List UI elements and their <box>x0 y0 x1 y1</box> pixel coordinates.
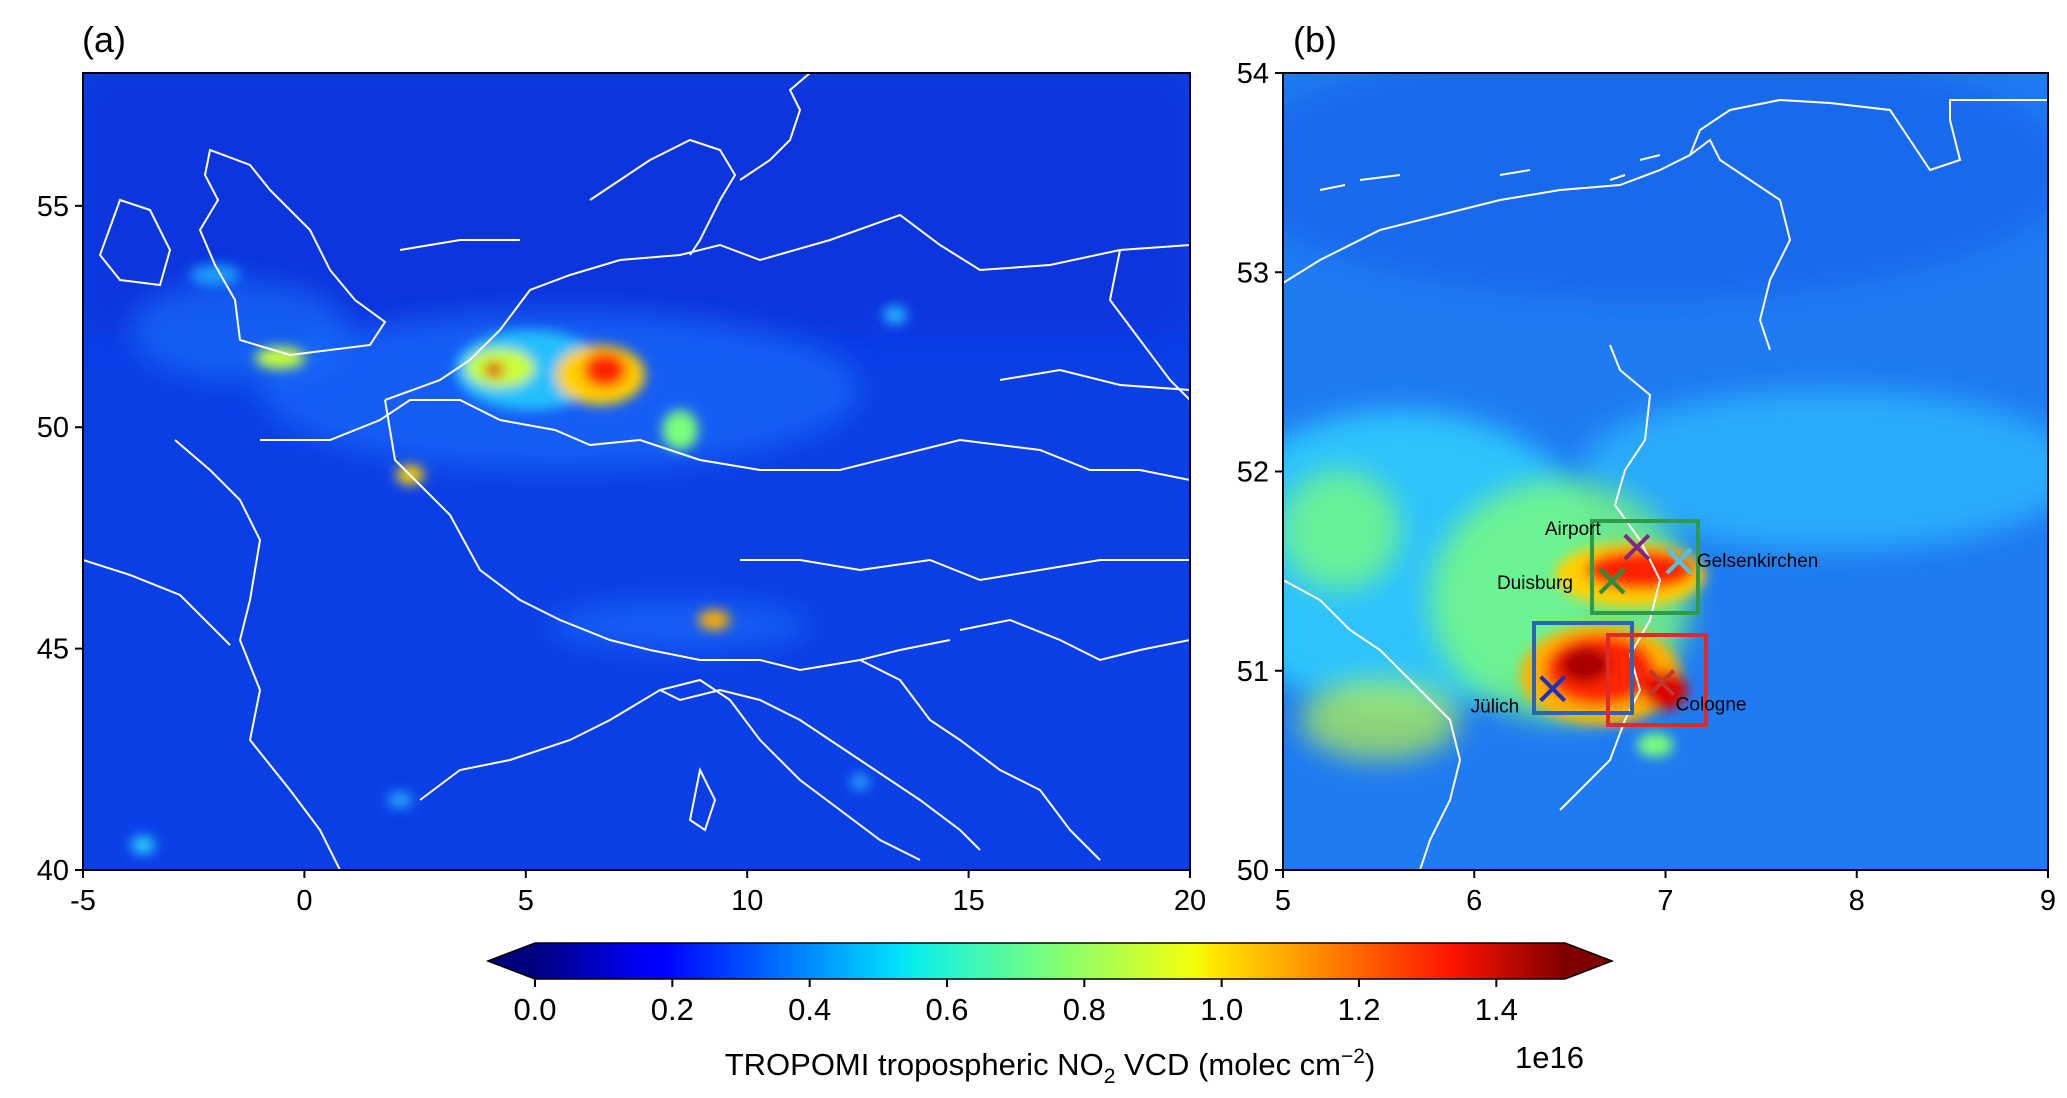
colorbar-tick-label: 0.8 <box>1063 992 1106 1027</box>
box-cologne <box>1606 633 1708 727</box>
panel-b: Airport Duisburg Gelsenkirchen Jülich Cologn… <box>1237 19 2056 917</box>
hotspot-madrid <box>131 836 155 854</box>
hotspot-ruhr-core <box>583 352 627 388</box>
panel-a-map <box>83 73 1190 870</box>
colorbar-tick-label: 1.4 <box>1475 992 1518 1027</box>
colorbar: 0.0 0.2 0.4 0.6 0.8 1.0 1.2 1.4 1e16 TROPOMI tr… <box>485 942 1615 1088</box>
panel-a-xtick-label: 20 <box>1174 885 1206 917</box>
site-marker-duisburg: Duisburg <box>1497 567 1626 595</box>
panel-b-map: Airport Duisburg Gelsenkirchen Jülich Cologn… <box>1283 73 2048 870</box>
panel-b-ytick-label: 51 <box>1237 656 1269 688</box>
panel-a-ytick-label: 55 <box>37 191 69 223</box>
panel-b-xtick-label: 8 <box>1849 885 1865 917</box>
colorbar-max-extension <box>1565 943 1612 979</box>
hotspot-manchester <box>190 265 240 285</box>
panel-b-label: (b) <box>1293 19 1337 60</box>
panel-b-north-shade <box>1283 73 2048 300</box>
box-ruhr <box>1590 519 1700 615</box>
panel-b-east-band <box>1580 390 2048 550</box>
panel-b-ytick-label: 50 <box>1237 855 1269 887</box>
box-julich <box>1532 621 1634 715</box>
site-marker-airport: Airport <box>1545 519 1651 561</box>
site-marker-jülich: Jülich <box>1471 675 1567 718</box>
colorbar-tick-label: 0.4 <box>788 992 831 1027</box>
colorbar-multiplier: 1e16 <box>1515 1040 1584 1075</box>
colorbar-label-superscript: −2 <box>1341 1045 1365 1068</box>
panel-a-hotspots <box>131 265 907 854</box>
site-markers: Airport Duisburg Gelsenkirchen Jülich Cologn… <box>1471 519 1819 717</box>
panel-b-xtick-label: 7 <box>1657 885 1673 917</box>
hotspot-frankfurt <box>662 410 698 450</box>
hotspot-cologne-east <box>1643 670 1687 710</box>
colorbar-tick-label: 0.0 <box>513 992 556 1027</box>
panel-a-po-valley <box>550 600 810 650</box>
panel-a-label: (a) <box>82 19 126 60</box>
colorbar-tick-label: 0.2 <box>651 992 694 1027</box>
colorbar-label: TROPOMI tropospheric NO2 VCD (molec cm−2… <box>725 1045 1376 1088</box>
colorbar-tick-label: 0.6 <box>925 992 968 1027</box>
panel-a-uk-band <box>130 280 350 380</box>
hotspot-barcelona <box>388 793 412 807</box>
site-label-airport: Airport <box>1545 519 1602 540</box>
panel-a-frame <box>82 72 1191 871</box>
panel-b-xtick-label: 5 <box>1275 885 1291 917</box>
panel-a-xtick-label: 0 <box>296 885 312 917</box>
hotspot-berlin <box>883 306 907 324</box>
panel-a-ytick-label: 50 <box>37 412 69 444</box>
site-marker-gelsenkirchen: Gelsenkirchen <box>1665 547 1818 575</box>
panel-b-coastlines <box>1283 98 2048 870</box>
panel-b-xticks: 5 6 7 8 9 <box>1275 870 2056 917</box>
panel-a-xtick-label: 5 <box>518 885 534 917</box>
hotspot-rome <box>851 775 869 789</box>
panel-a-coastlines <box>83 73 1190 870</box>
panel-b-yticks: 50 51 52 53 54 <box>1237 58 1283 887</box>
hotspot-london <box>255 347 305 369</box>
colorbar-tick-label: 1.0 <box>1200 992 1243 1027</box>
hotspot-cologne-core <box>1560 647 1610 683</box>
hotspot-milan <box>698 610 730 630</box>
panel-a-xticks: -5 0 5 10 15 20 <box>70 870 1206 917</box>
panel-b-ytick-label: 53 <box>1237 257 1269 289</box>
panel-a: (a) -5 0 5 10 15 20 40 45 50 55 <box>37 19 1206 917</box>
hotspot-bonn <box>1637 733 1673 757</box>
panel-a-yticks: 40 45 50 55 <box>37 191 83 887</box>
panel-b-xtick-label: 6 <box>1466 885 1482 917</box>
panel-b-southwest-plume <box>1300 680 1460 760</box>
panel-a-xtick-label: -5 <box>70 885 96 917</box>
site-marker-cologne: Cologne <box>1648 669 1747 716</box>
panel-b-west-plume <box>1283 470 1400 590</box>
colorbar-min-extension <box>488 943 535 979</box>
site-label-duisburg: Duisburg <box>1497 573 1573 594</box>
panel-b-xtick-label: 9 <box>2040 885 2056 917</box>
colorbar-tick-label: 1.2 <box>1337 992 1380 1027</box>
colorbar-body <box>535 943 1565 979</box>
panel-b-ytick-label: 54 <box>1237 58 1269 90</box>
panel-a-ytick-label: 40 <box>37 855 69 887</box>
panel-b-ytick-label: 52 <box>1237 457 1269 489</box>
panel-a-ytick-label: 45 <box>37 634 69 666</box>
hotspot-antwerp <box>484 362 504 378</box>
site-label-gelsenkirchen: Gelsenkirchen <box>1697 551 1818 572</box>
panel-a-xtick-label: 10 <box>731 885 763 917</box>
site-label-cologne: Cologne <box>1676 695 1747 716</box>
site-label-jülich: Jülich <box>1471 697 1520 718</box>
colorbar-ticks: 0.0 0.2 0.4 0.6 0.8 1.0 1.2 1.4 <box>513 979 1518 1027</box>
panel-a-xtick-label: 15 <box>952 885 984 917</box>
colorbar-label-subscript: 2 <box>1104 1065 1116 1088</box>
